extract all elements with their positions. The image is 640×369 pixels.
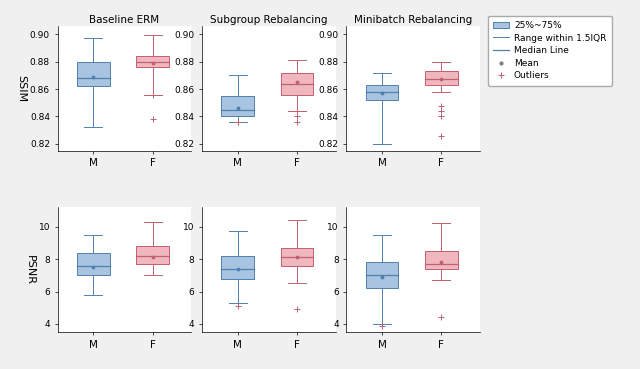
Y-axis label: PSNR: PSNR [24, 255, 35, 284]
Bar [77, 62, 109, 86]
Title: Subgroup Rebalancing: Subgroup Rebalancing [210, 15, 328, 25]
Bar [77, 252, 109, 275]
Bar [425, 71, 458, 85]
Bar [281, 248, 314, 266]
Legend: 25%~75%, Range within 1.5IQR, Median Line, Mean, Outliers: 25%~75%, Range within 1.5IQR, Median Lin… [488, 15, 612, 86]
Bar [365, 262, 398, 288]
Bar [425, 251, 458, 269]
Bar [136, 56, 169, 67]
Y-axis label: SSIM: SSIM [16, 75, 26, 102]
Bar [281, 73, 314, 94]
Bar [221, 256, 254, 279]
Title: Baseline ERM: Baseline ERM [90, 15, 159, 25]
Bar [221, 96, 254, 117]
Bar [136, 246, 169, 264]
Bar [365, 85, 398, 100]
Title: Minibatch Rebalancing: Minibatch Rebalancing [354, 15, 472, 25]
